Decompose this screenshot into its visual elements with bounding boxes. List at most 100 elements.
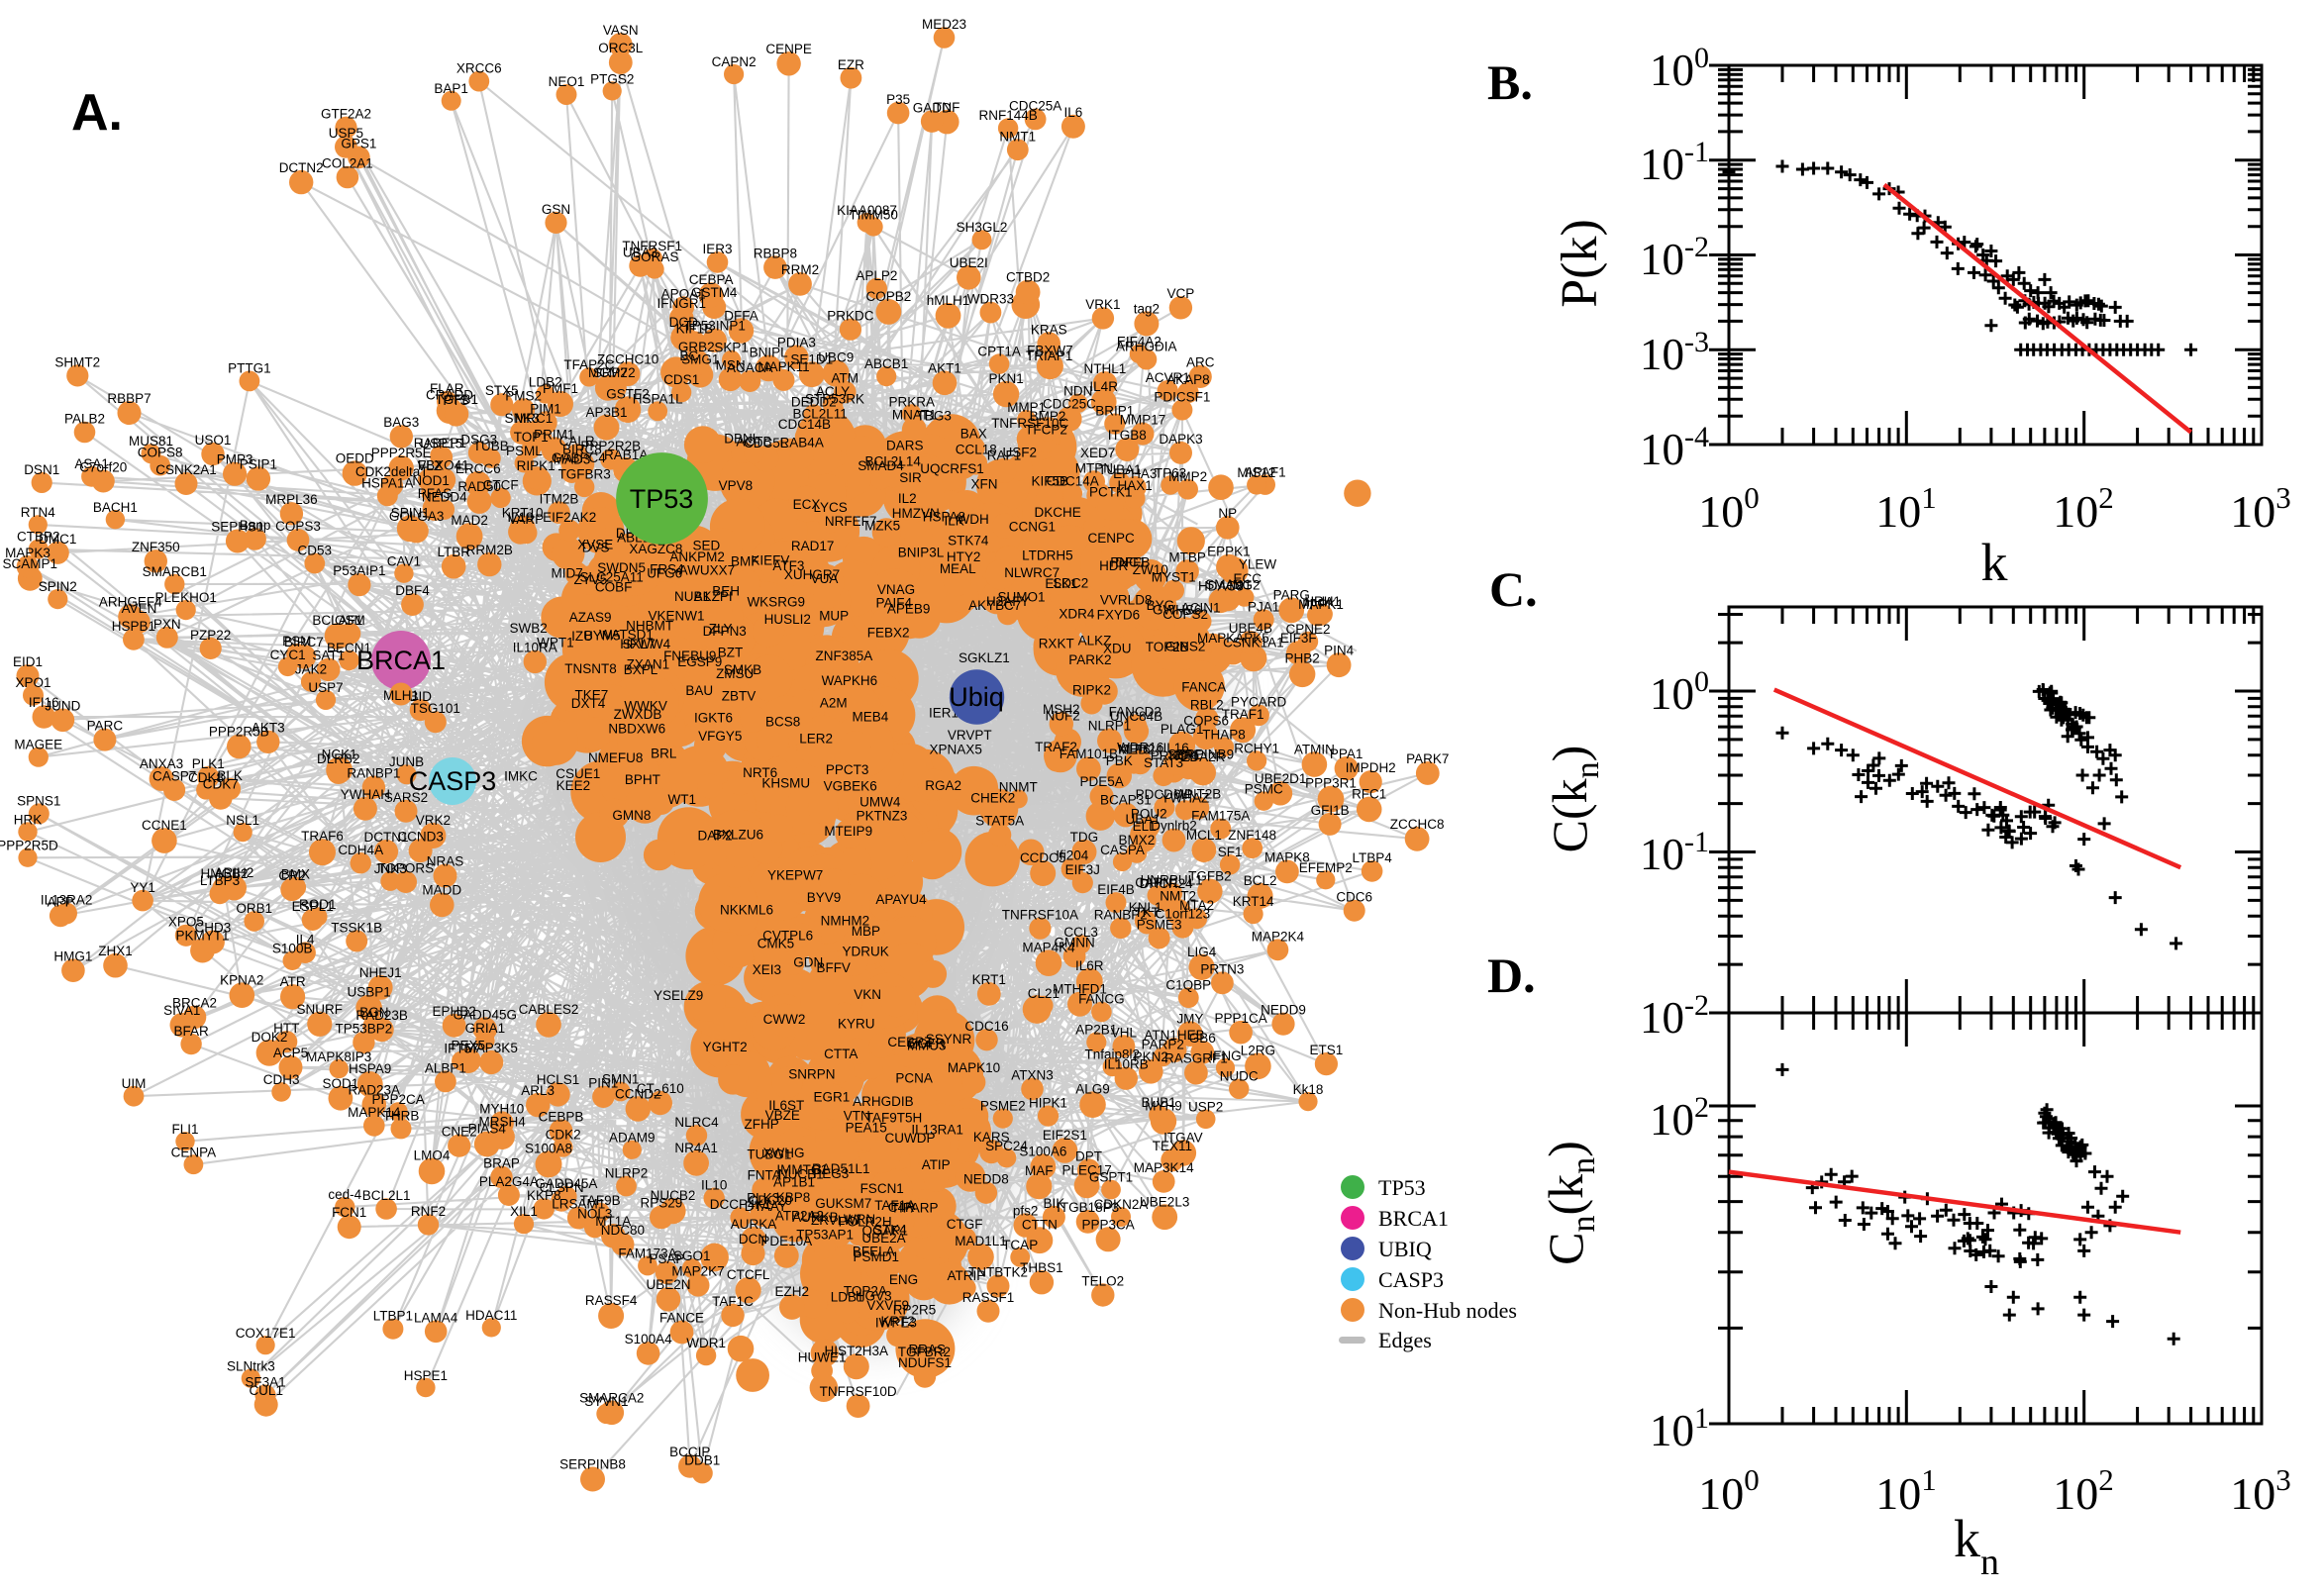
svg-text:HSPB1: HSPB1	[112, 619, 155, 634]
svg-text:SIVA1: SIVA1	[163, 1003, 200, 1018]
svg-text:APEB9: APEB9	[887, 601, 931, 616]
svg-text:HSPA1A: HSPA1A	[361, 475, 413, 490]
svg-text:NCK1: NCK1	[322, 747, 357, 761]
svg-text:USP5: USP5	[329, 126, 363, 141]
svg-text:A2M: A2M	[820, 696, 848, 711]
svg-text:FSCN1: FSCN1	[860, 1181, 904, 1196]
svg-text:IFNG: IFNG	[1209, 1048, 1241, 1063]
svg-text:S100A4: S100A4	[625, 1332, 673, 1347]
svg-text:JAK2: JAK2	[295, 661, 327, 676]
svg-text:APOA1: APOA1	[661, 286, 706, 301]
svg-text:SERPINB9: SERPINB9	[1167, 748, 1234, 762]
svg-text:MCL1: MCL1	[1186, 828, 1222, 843]
svg-text:PRIM1: PRIM1	[534, 427, 574, 442]
svg-text:DCTN1: DCTN1	[363, 830, 408, 845]
svg-text:CD53: CD53	[298, 544, 333, 558]
svg-text:HMZVN: HMZVN	[892, 506, 940, 521]
svg-text:C.: C.	[1489, 561, 1538, 617]
svg-text:ACIN1: ACIN1	[1181, 601, 1221, 616]
svg-text:IL6R: IL6R	[1075, 958, 1104, 973]
svg-text:VLZ: VLZ	[417, 458, 442, 473]
svg-text:NHEJ1: NHEJ1	[359, 965, 402, 980]
svg-text:AWUXX7: AWUXX7	[679, 562, 736, 577]
svg-text:NTHL1: NTHL1	[1084, 361, 1127, 376]
svg-text:TRIAP1: TRIAP1	[1026, 349, 1072, 363]
svg-text:COBF: COBF	[595, 580, 633, 595]
svg-text:SMARCA2: SMARCA2	[579, 1391, 644, 1406]
svg-text:PPP2R5D: PPP2R5D	[0, 839, 58, 853]
svg-text:WDH: WDH	[957, 512, 988, 527]
svg-text:ITGB18P3: ITGB18P3	[1057, 1200, 1119, 1215]
svg-text:ATM: ATM	[832, 371, 859, 386]
svg-text:SERPINB8: SERPINB8	[559, 1457, 626, 1472]
svg-text:PKTNZ3: PKTNZ3	[857, 808, 908, 823]
svg-text:CDKN2A: CDKN2A	[1094, 1197, 1149, 1212]
svg-text:CVTPL6: CVTPL6	[762, 929, 813, 944]
svg-text:IGKT6: IGKT6	[694, 710, 733, 725]
svg-text:TFCP2: TFCP2	[1025, 423, 1067, 438]
svg-text:PCTK1: PCTK1	[1089, 485, 1133, 500]
svg-text:VPV8: VPV8	[719, 478, 754, 493]
svg-text:STAT3: STAT3	[1144, 755, 1183, 770]
svg-text:DSN1: DSN1	[24, 462, 59, 477]
svg-text:DMC1: DMC1	[39, 532, 76, 547]
svg-text:CALR: CALR	[559, 434, 595, 449]
svg-text:EPHA3: EPHA3	[1113, 466, 1157, 481]
svg-text:QGAP1: QGAP1	[862, 1223, 909, 1238]
svg-text:RFC1: RFC1	[1352, 787, 1386, 802]
svg-text:CCNG1: CCNG1	[1009, 519, 1056, 534]
svg-text:PDE5A: PDE5A	[1079, 774, 1123, 789]
svg-text:MAD2: MAD2	[451, 513, 488, 528]
svg-text:CDH4A: CDH4A	[338, 843, 383, 857]
svg-text:THRB: THRB	[383, 1109, 420, 1124]
svg-text:ENG: ENG	[889, 1272, 918, 1287]
svg-text:ITGB8: ITGB8	[1108, 428, 1147, 443]
svg-text:CDC6: CDC6	[1336, 890, 1372, 905]
svg-text:XFN: XFN	[971, 476, 998, 491]
svg-text:NRT6: NRT6	[743, 765, 777, 780]
svg-text:ATP2A2: ATP2A2	[775, 1209, 824, 1224]
svg-text:CDK8: CDK8	[188, 770, 224, 785]
svg-text:MAD1L1: MAD1L1	[955, 1234, 1007, 1248]
svg-text:HSPA8: HSPA8	[923, 509, 965, 524]
svg-text:MAP2K4: MAP2K4	[1252, 929, 1305, 944]
svg-text:MSH2: MSH2	[1043, 702, 1080, 717]
svg-text:NP: NP	[1218, 506, 1237, 521]
svg-text:MAPK14: MAPK14	[348, 1105, 401, 1120]
svg-text:PLK1: PLK1	[192, 756, 225, 771]
svg-text:HMGB2: HMGB2	[200, 866, 248, 881]
svg-text:HIPK1: HIPK1	[1029, 1096, 1067, 1111]
svg-text:TP63: TP63	[1155, 465, 1186, 480]
svg-text:STAT5A: STAT5A	[975, 814, 1024, 829]
svg-text:XUHGR7: XUHGR7	[784, 567, 840, 582]
svg-text:NUF2: NUF2	[1046, 709, 1080, 724]
svg-text:FNEBU9: FNEBU9	[663, 648, 716, 663]
svg-text:BCL2L14: BCL2L14	[865, 454, 922, 469]
svg-text:GADD45G: GADD45G	[454, 1007, 518, 1022]
svg-text:RANBP1: RANBP1	[347, 766, 400, 781]
svg-text:AKT1: AKT1	[928, 361, 961, 376]
svg-text:ATMIN: ATMIN	[1294, 742, 1335, 756]
svg-text:ETS1: ETS1	[1310, 1043, 1344, 1057]
svg-text:RASSF4: RASSF4	[585, 1293, 638, 1308]
svg-text:IL4: IL4	[296, 932, 315, 947]
svg-text:LTDRH5: LTDRH5	[1022, 549, 1073, 563]
svg-text:CL21: CL21	[1028, 986, 1060, 1001]
svg-text:TOPORS: TOPORS	[377, 861, 434, 876]
svg-text:DOK2: DOK2	[252, 1030, 288, 1045]
svg-text:C4R: C4R	[888, 1200, 915, 1215]
svg-text:DFFB: DFFB	[1115, 555, 1150, 570]
svg-text:10-4: 10-4	[1640, 421, 1709, 474]
svg-text:PRKDC: PRKDC	[827, 309, 874, 324]
svg-text:SAT1: SAT1	[312, 648, 345, 663]
svg-text:CTTN: CTTN	[1022, 1217, 1058, 1232]
svg-text:PDIA3: PDIA3	[777, 336, 816, 350]
svg-text:TCAP: TCAP	[1002, 1238, 1038, 1252]
svg-text:CDC16: CDC16	[964, 1019, 1008, 1034]
svg-text:S100B: S100B	[272, 942, 313, 956]
svg-text:MTA2: MTA2	[1179, 898, 1214, 913]
svg-text:KRT2: KRT2	[880, 1314, 914, 1329]
svg-text:P53AIP1: P53AIP1	[333, 563, 385, 578]
svg-text:MRSH4: MRSH4	[478, 1114, 526, 1129]
svg-text:RPS29: RPS29	[641, 1195, 683, 1210]
